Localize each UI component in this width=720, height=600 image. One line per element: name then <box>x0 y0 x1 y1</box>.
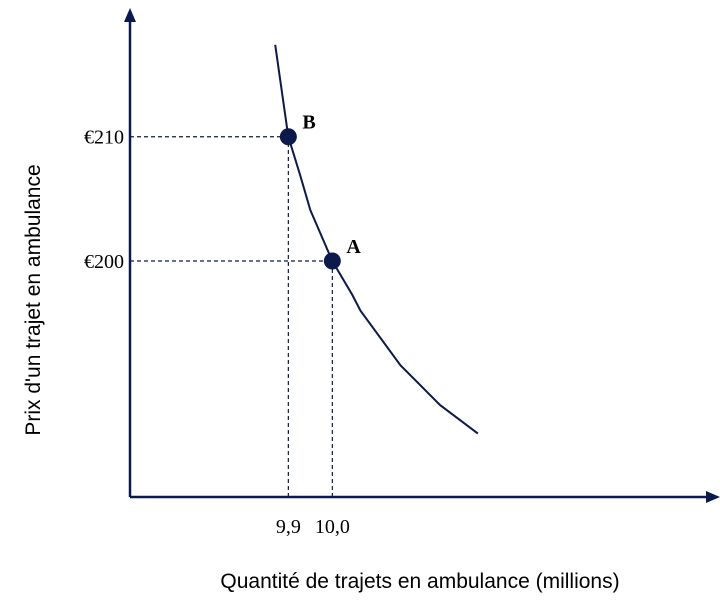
x-arrow <box>706 491 720 503</box>
point-label: B <box>302 112 315 134</box>
point <box>323 252 341 270</box>
y-axis-label: Prix d'un trajet en ambulance <box>22 164 45 435</box>
y-tick-label: €210 <box>84 127 124 149</box>
x-axis-label: Quantité de trajets en ambulance (millio… <box>220 570 619 593</box>
demand-curve <box>274 44 479 435</box>
point <box>279 128 297 146</box>
y-tick-label: €200 <box>84 251 124 273</box>
point-label: A <box>346 236 361 258</box>
y-arrow <box>124 8 136 22</box>
x-tick-label: 10,0 <box>315 516 350 538</box>
x-tick-label: 9,9 <box>276 516 301 538</box>
